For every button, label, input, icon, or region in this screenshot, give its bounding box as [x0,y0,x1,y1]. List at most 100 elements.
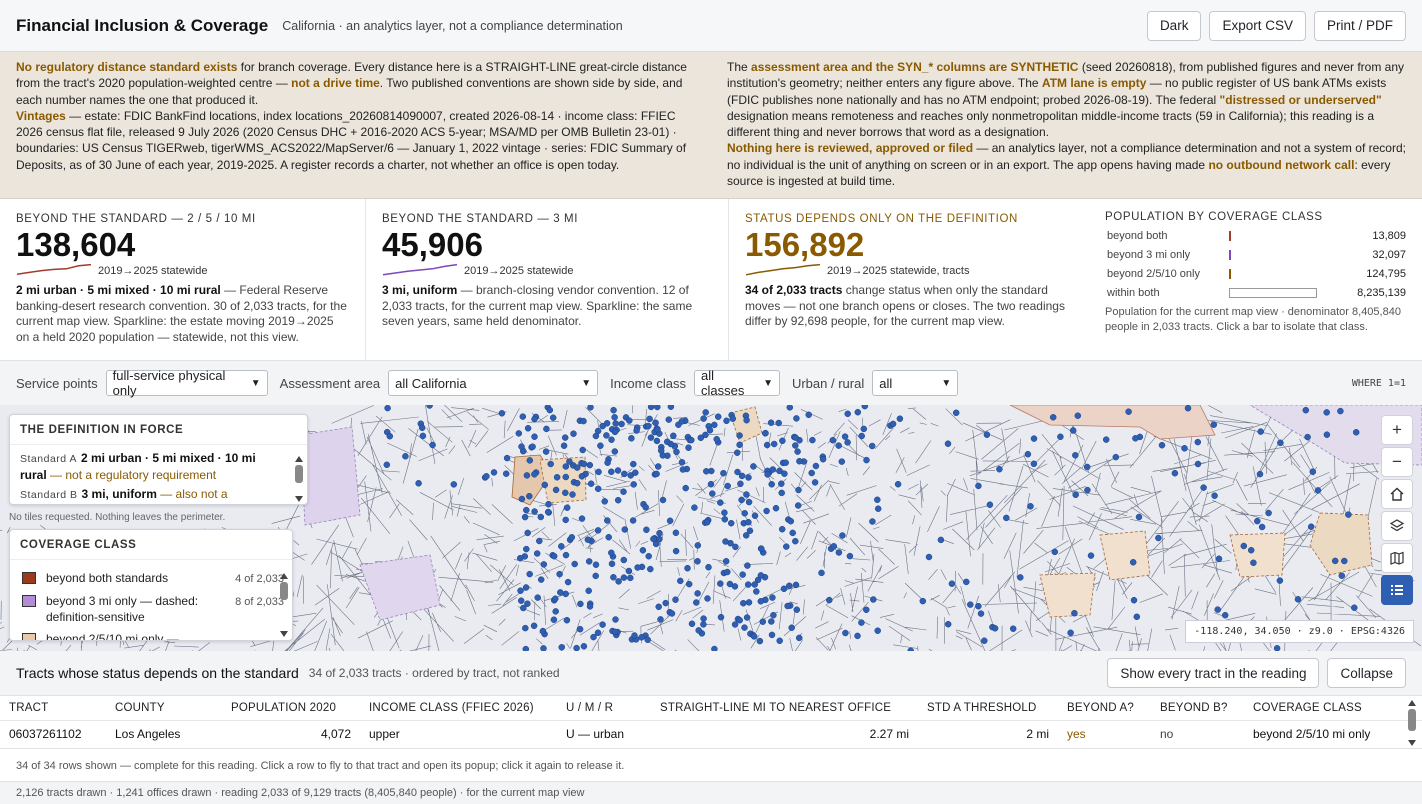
office-point[interactable] [743,491,750,498]
office-point[interactable] [858,619,865,626]
office-point[interactable] [627,574,634,582]
office-point[interactable] [629,517,637,524]
office-point[interactable] [711,421,718,429]
service-points-select[interactable]: full-service physical only ▼ [105,368,268,398]
office-point[interactable] [829,436,837,444]
office-point[interactable] [863,606,870,614]
column-header[interactable]: Beyond B? [1160,702,1228,714]
office-point[interactable] [1214,606,1221,613]
column-header[interactable]: Beyond A? [1067,702,1134,714]
office-point[interactable] [498,410,506,417]
office-point[interactable] [654,405,661,411]
list-view-button[interactable] [1381,575,1413,605]
office-point[interactable] [925,553,933,561]
office-point[interactable] [587,480,595,487]
office-point[interactable] [704,595,711,602]
office-point[interactable] [709,490,716,497]
office-point[interactable] [721,516,729,523]
office-point[interactable] [608,549,615,557]
office-point[interactable] [731,583,739,590]
office-point[interactable] [685,580,693,588]
office-point[interactable] [592,561,600,568]
home-button[interactable] [1381,479,1413,509]
office-point[interactable] [1071,609,1078,617]
office-point[interactable] [868,442,876,450]
office-point[interactable] [1069,427,1077,434]
legend-item[interactable]: beyond 2/5/10 mi only — [10,631,292,640]
office-point[interactable] [632,469,639,476]
office-point[interactable] [724,482,731,490]
office-point[interactable] [1132,435,1139,442]
office-points[interactable] [383,405,1363,651]
office-point[interactable] [768,618,775,625]
office-point[interactable] [541,481,549,489]
office-point[interactable] [490,469,498,476]
office-point[interactable] [860,425,868,433]
office-point[interactable] [808,469,815,477]
office-point[interactable] [659,496,667,504]
office-point[interactable] [1074,412,1082,419]
office-point[interactable] [1210,421,1218,428]
office-point[interactable] [818,569,825,577]
office-point[interactable] [672,529,680,537]
office-point[interactable] [552,608,559,615]
office-point[interactable] [743,614,751,621]
office-point[interactable] [625,567,633,575]
office-point[interactable] [569,491,576,498]
office-point[interactable] [700,615,707,622]
office-point[interactable] [717,580,724,587]
office-point[interactable] [1211,492,1218,499]
office-point[interactable] [963,578,970,586]
office-point[interactable] [652,540,660,548]
office-point[interactable] [741,624,748,631]
office-point[interactable] [597,442,604,449]
office-point[interactable] [745,599,753,606]
office-point[interactable] [1049,414,1057,421]
office-point[interactable] [630,481,637,488]
office-point[interactable] [720,469,727,477]
office-point[interactable] [786,582,793,590]
office-point[interactable] [721,509,728,516]
office-point[interactable] [1130,596,1138,604]
office-point[interactable] [537,576,545,583]
office-point[interactable] [557,589,564,596]
office-point[interactable] [608,560,616,568]
office-point[interactable] [809,436,816,444]
office-point[interactable] [531,415,538,423]
office-point[interactable] [782,459,789,466]
office-point[interactable] [769,594,776,601]
office-point[interactable] [526,570,533,578]
office-point[interactable] [520,604,527,612]
office-point[interactable] [937,536,945,544]
office-point[interactable] [662,599,669,607]
office-point[interactable] [666,517,674,525]
office-point[interactable] [552,595,559,602]
office-point[interactable] [667,405,675,410]
office-point[interactable] [1277,439,1284,447]
office-point[interactable] [644,636,651,644]
tract-beyond-2-5-10[interactable] [1229,532,1286,578]
office-point[interactable] [576,625,584,633]
office-point[interactable] [792,581,800,589]
office-point[interactable] [753,588,760,595]
office-point[interactable] [835,549,843,556]
office-point[interactable] [703,468,710,475]
office-point[interactable] [594,427,602,435]
office-point[interactable] [523,472,531,479]
office-point[interactable] [1341,557,1348,565]
office-point[interactable] [786,405,794,411]
pop-row[interactable]: beyond both 13,809 [1105,226,1406,245]
office-point[interactable] [601,498,608,505]
office-point[interactable] [697,434,705,442]
office-point[interactable] [792,537,799,545]
office-point[interactable] [524,600,531,607]
office-point[interactable] [611,628,619,636]
office-point[interactable] [854,408,862,416]
office-point[interactable] [745,474,752,481]
office-point[interactable] [631,632,638,639]
office-point[interactable] [585,558,593,565]
office-point[interactable] [628,435,635,442]
office-point[interactable] [722,538,729,545]
office-point[interactable] [657,447,665,454]
office-point[interactable] [579,446,586,454]
